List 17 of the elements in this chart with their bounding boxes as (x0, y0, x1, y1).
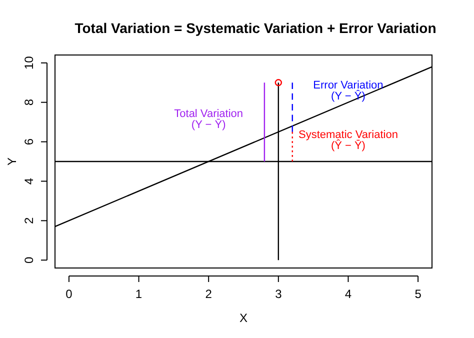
y-tick-label: 10 (22, 56, 36, 70)
y-axis-title: Y (5, 157, 19, 166)
y-tick-label: 2 (22, 217, 36, 224)
series-label: Systematic Variation (Ŷ − Ȳ) (298, 128, 398, 152)
y-tick-label: 6 (22, 138, 36, 146)
x-tick-label: 2 (205, 287, 212, 301)
x-tick-label: 1 (135, 287, 142, 301)
y-tick-label: 0 (22, 256, 36, 264)
y-tick-label: 8 (22, 98, 36, 106)
x-tick-label: 4 (344, 287, 352, 301)
y-tick-label: 4 (22, 178, 36, 185)
series-label: Total Variation (Y − Ȳ) (174, 108, 244, 132)
x-tick-label: 3 (275, 287, 282, 301)
x-tick-label: 5 (414, 287, 422, 301)
chart-title: Total Variation = Systematic Variation + Error Variation (74, 20, 436, 36)
x-tick-label: 0 (66, 287, 73, 301)
x-axis-title: X (239, 311, 248, 325)
